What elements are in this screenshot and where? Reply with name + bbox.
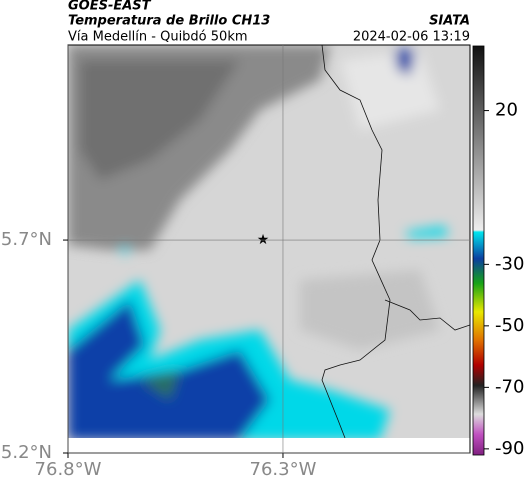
colorbar-tick-label: -50 [495,315,524,336]
colorbar-tick-label: -90 [495,438,524,459]
colorbar-tick-label: -30 [495,253,524,274]
colorbar-tick-label: 20 [495,100,518,121]
timestamp: 2024-02-06 13:19 [353,30,470,45]
title: GOES-EAST [68,0,152,14]
colorbar-tick-label: -70 [495,376,524,397]
imagery [68,45,470,438]
y-tick-label: 5.7°N [1,229,52,250]
colorbar [472,45,485,456]
x-tick-label: 76.3°W [250,459,317,480]
subtitle: Temperatura de Brillo CH13 [68,14,270,29]
x-tick-label: 76.8°W [35,459,102,480]
source: SIATA [429,14,470,29]
route: Vía Medellín - Quibdó 50km [68,30,248,45]
y-tick-label: 5.2°N [1,442,52,463]
